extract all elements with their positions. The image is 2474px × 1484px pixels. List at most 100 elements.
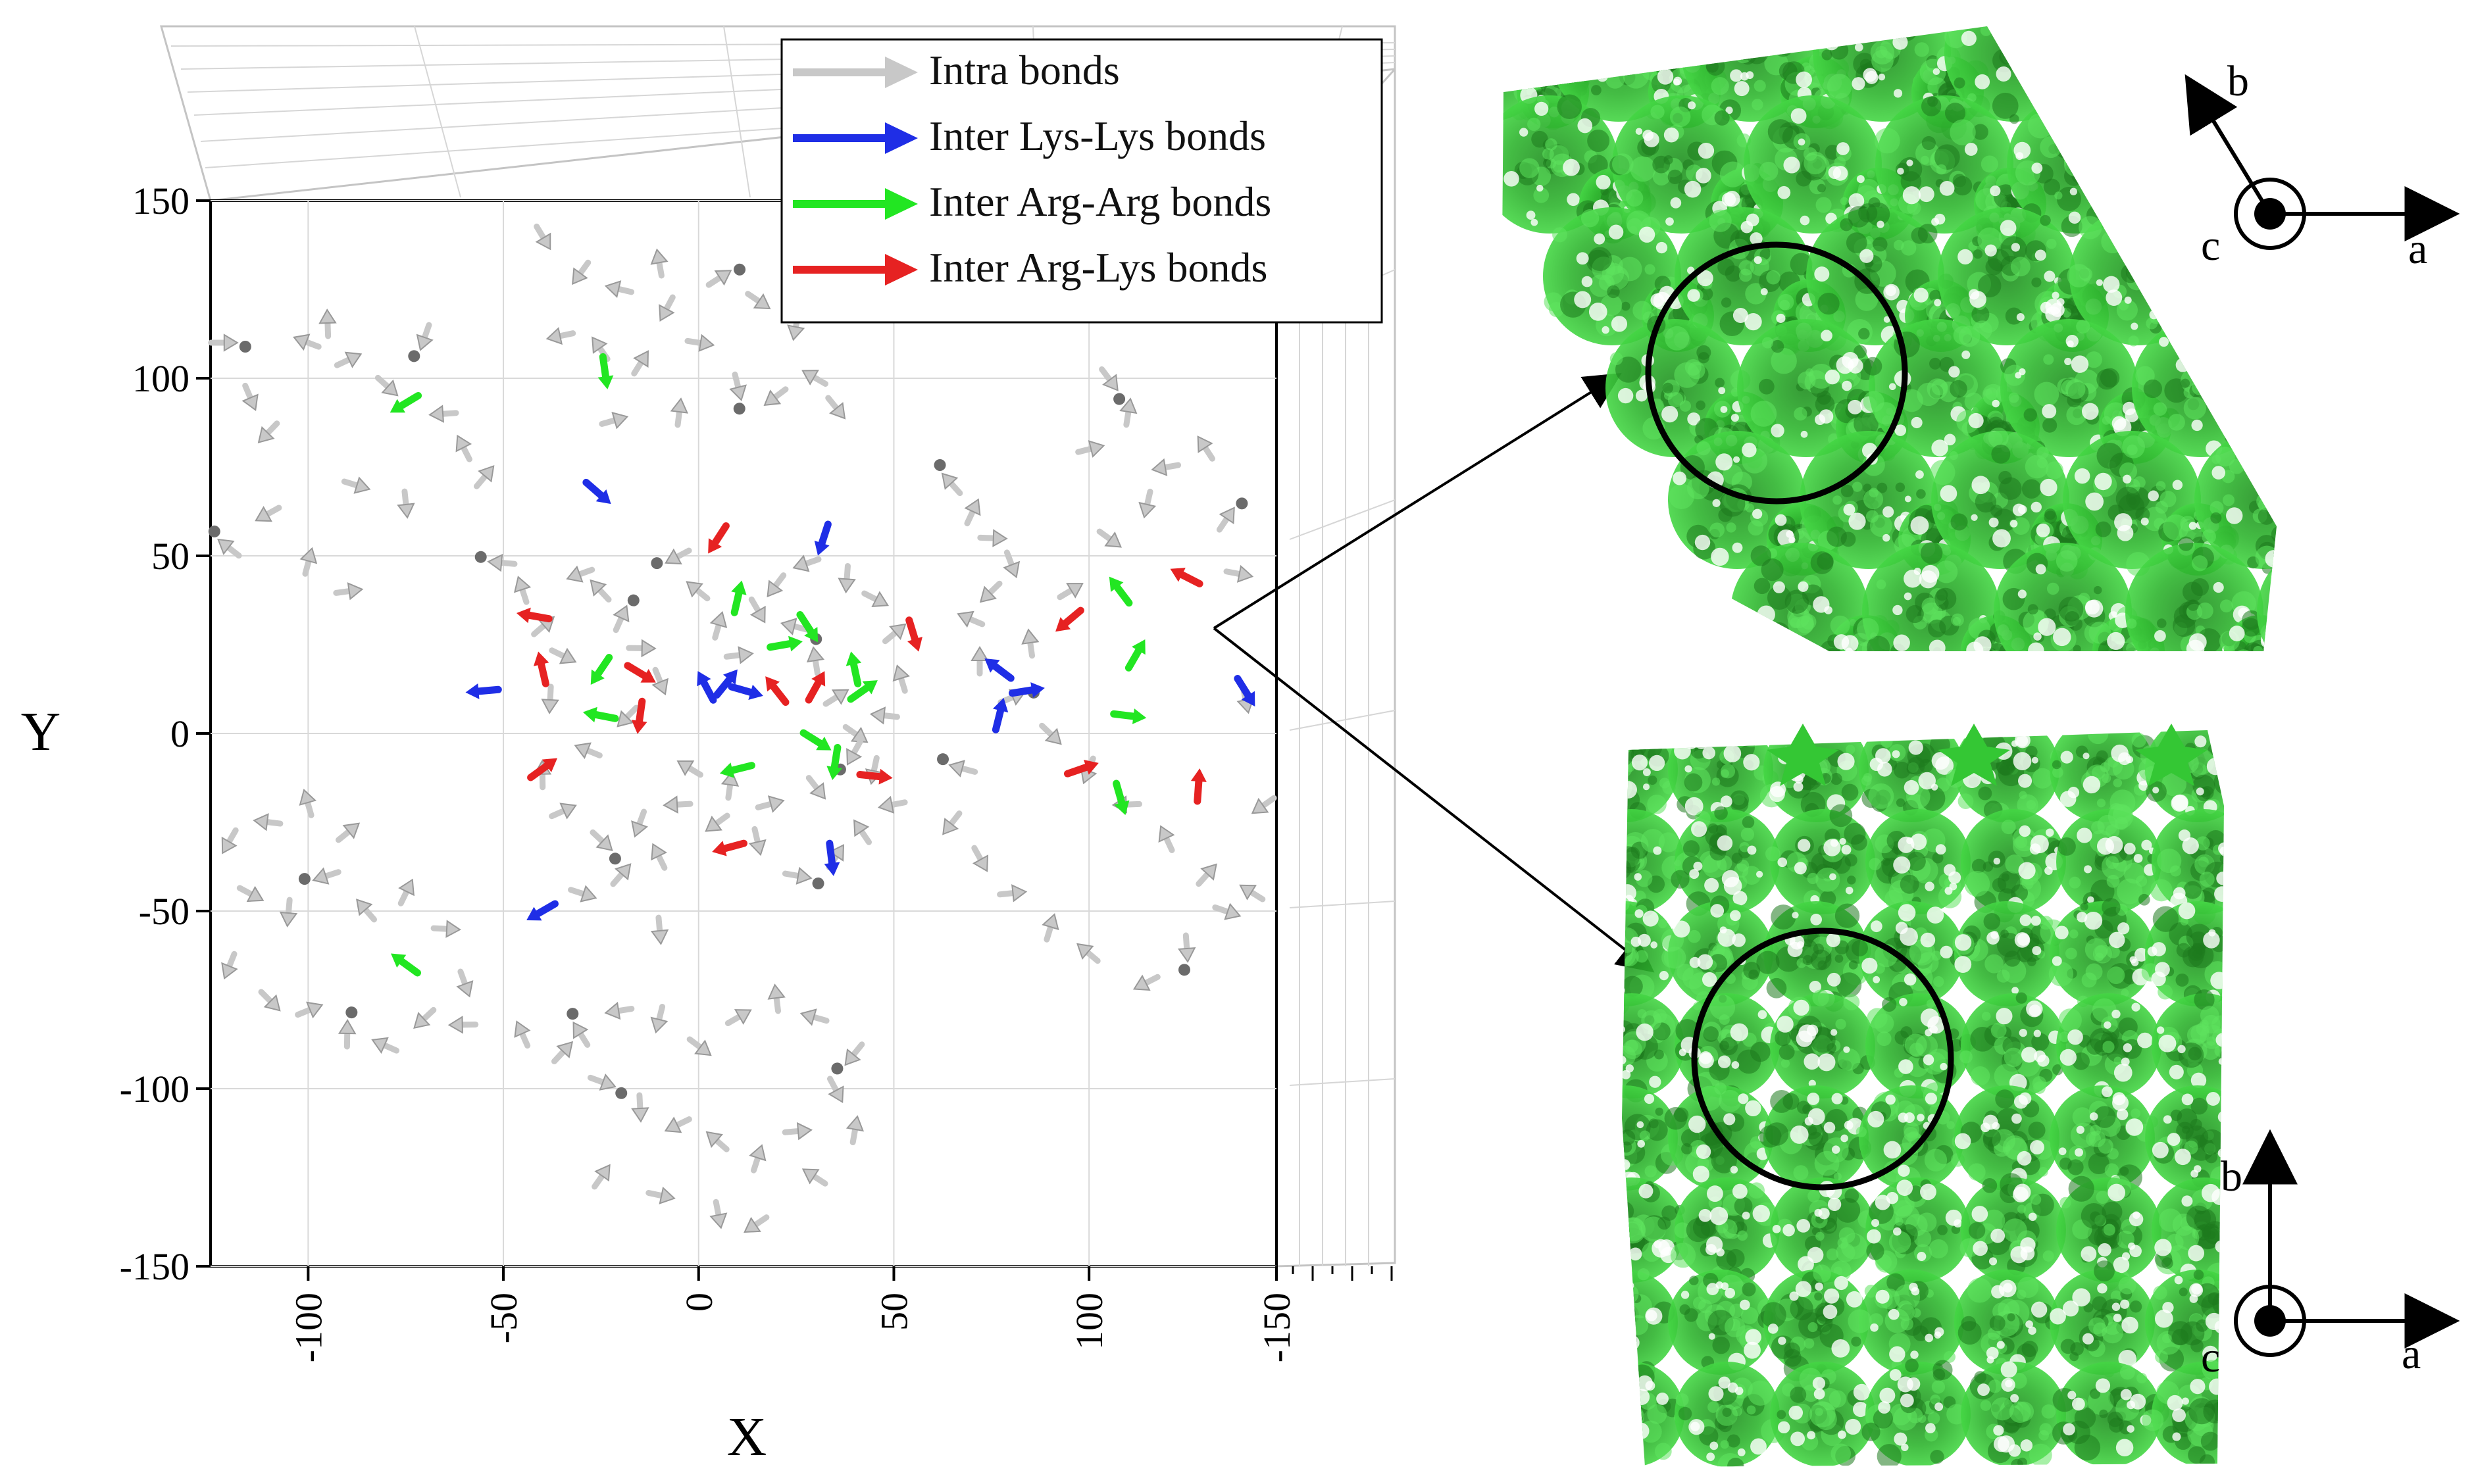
bond-arrow-intra: [631, 808, 648, 838]
bond-arrow-intra: [1075, 440, 1105, 458]
bond-arrow-intra: [979, 580, 1003, 603]
bond-arrow-arg-arg: [391, 953, 422, 977]
bond-arrow-intra: [1251, 795, 1277, 814]
bond-arrow-intra: [592, 1164, 611, 1190]
bond-arrow-arg-lys: [527, 758, 558, 781]
bond-arrow-intra: [705, 1131, 730, 1152]
bond-arrow-intra: [338, 1006, 358, 1050]
crystal-packing-top-view: [1500, 26, 2277, 651]
bond-arrow-intra: [780, 618, 811, 635]
bond-arrow-arg-arg: [1110, 708, 1147, 724]
bond-arrow-intra: [1216, 497, 1248, 533]
x-tick-label: -50: [482, 1293, 525, 1343]
bond-arrow-intra: [514, 576, 532, 605]
bond-arrow-intra: [1223, 564, 1254, 583]
bond-arrow-intra: [1076, 943, 1101, 964]
bond-arrow-intra: [1096, 528, 1123, 548]
y-tick-label: 0: [170, 712, 189, 755]
bond-arrow-intra: [456, 968, 474, 998]
bond-arrow-intra: [208, 334, 251, 353]
connector-arrows: [1213, 373, 1655, 973]
bond-arrow-intra: [997, 884, 1028, 903]
axis-label-b-bottom: b: [2221, 1152, 2242, 1200]
bond-arrow-lys-lys: [984, 658, 1015, 682]
bond-arrow-intra: [549, 803, 577, 820]
legend-item: Inter Arg-Lys bonds: [793, 244, 1267, 291]
bond-arrow-intra: [428, 405, 459, 423]
bond-arrow-lys-lys: [824, 839, 840, 876]
bond-arrow-intra: [257, 420, 280, 443]
axis-label-a-top: a: [2408, 225, 2427, 273]
bond-arrow-arg-arg: [582, 706, 619, 723]
bond-arrow-intra: [792, 555, 822, 572]
bond-arrow-intra: [604, 1001, 635, 1020]
bond-arrow-intra: [650, 248, 669, 279]
bond-arrow-arg-arg: [796, 611, 819, 643]
bond-arrow-intra: [686, 1036, 712, 1056]
bond-arrow-intra: [748, 596, 766, 624]
bond-arrow-intra: [572, 259, 592, 285]
bond-arrow-intra: [397, 488, 415, 519]
bond-arrow-intra: [335, 822, 361, 843]
bond-arrow-intra: [1158, 825, 1175, 853]
bond-arrow-intra: [241, 382, 259, 411]
bond-arrow-intra: [723, 646, 754, 664]
x-tick-label: 50: [872, 1293, 915, 1331]
bond-arrow-intra: [853, 819, 872, 845]
bond-arrow-intra: [684, 334, 715, 352]
bond-arrow-intra: [767, 983, 786, 1014]
legend: Intra bonds Inter Lys-Lys bonds Inter Arg-…: [780, 38, 1383, 324]
bond-arrow-intra: [1197, 435, 1215, 462]
bond-arrow-intra: [1138, 488, 1157, 519]
bond-arrow-arg-arg: [846, 651, 862, 687]
bond-arrow-intra: [670, 397, 688, 428]
plot-axes: 150 100 50 0 -50 -100 -150 -100 -50 0 50 100 -150: [120, 180, 1393, 1362]
bond-arrow-intra: [221, 827, 239, 854]
bond-arrow-arg-arg: [1113, 779, 1130, 816]
bond-arrow-arg-arg: [590, 654, 613, 685]
bond-arrow-intra: [567, 1008, 591, 1048]
bond-arrow-arg-lys: [1055, 606, 1084, 632]
legend-item: Intra bonds: [793, 47, 1120, 93]
bond-arrow-intra: [664, 1116, 692, 1133]
bond-arrow-intra: [545, 327, 576, 345]
crystal-tip: [1938, 724, 2010, 786]
bond-arrow-intra: [720, 770, 740, 801]
bond-arrow-intra: [255, 505, 282, 522]
bond-arrow-lys-lys: [713, 669, 738, 699]
legend-label: Inter Arg-Arg bonds: [929, 178, 1271, 225]
bond-arrow-intra: [534, 223, 551, 251]
bond-arrow-intra: [334, 351, 363, 368]
bond-arrow-intra: [1196, 863, 1217, 887]
y-tick-label: 50: [151, 535, 189, 578]
bond-arrow-intra: [473, 465, 495, 489]
bond-arrow-arg-lys: [1063, 760, 1099, 778]
y-tick-label: 150: [132, 180, 189, 222]
bond-arrow-intra: [1151, 458, 1182, 476]
bond-arrow-arg-lys: [765, 676, 790, 706]
bond-arrow-intra: [397, 878, 415, 906]
crystal-packing-bottom-view: [1622, 724, 2224, 1467]
bond-arrow-intra: [822, 689, 849, 707]
bond-arrow-intra: [805, 775, 826, 800]
bond-arrow-intra: [1057, 583, 1084, 601]
bond-arrow-intra: [631, 350, 649, 377]
bond-arrow-intra: [279, 897, 298, 928]
bond-arrow-intra: [801, 370, 829, 387]
bond-arrow-intra: [253, 813, 284, 831]
bond-arrow-intra: [937, 753, 978, 778]
x-tick-label: -150: [1255, 1293, 1298, 1362]
bond-arrow-arg-arg: [1109, 576, 1133, 607]
bond-arrow-intra: [551, 1041, 574, 1064]
highlight-circle-top: [1645, 241, 1908, 505]
bond-arrow-arg-arg: [730, 580, 747, 616]
bond-arrow-lys-lys: [814, 520, 832, 556]
legend-label: Inter Arg-Lys bonds: [929, 244, 1267, 291]
x-tick-label: -100: [287, 1293, 330, 1362]
bond-arrow-intra: [838, 562, 856, 594]
bond-arrow-intra: [299, 789, 317, 818]
legend-label: Intra bonds: [929, 47, 1120, 93]
bond-arrow-arg-arg: [799, 729, 832, 751]
bond-arrow-intra: [801, 1168, 828, 1187]
bond-arrow-intra: [729, 371, 747, 415]
